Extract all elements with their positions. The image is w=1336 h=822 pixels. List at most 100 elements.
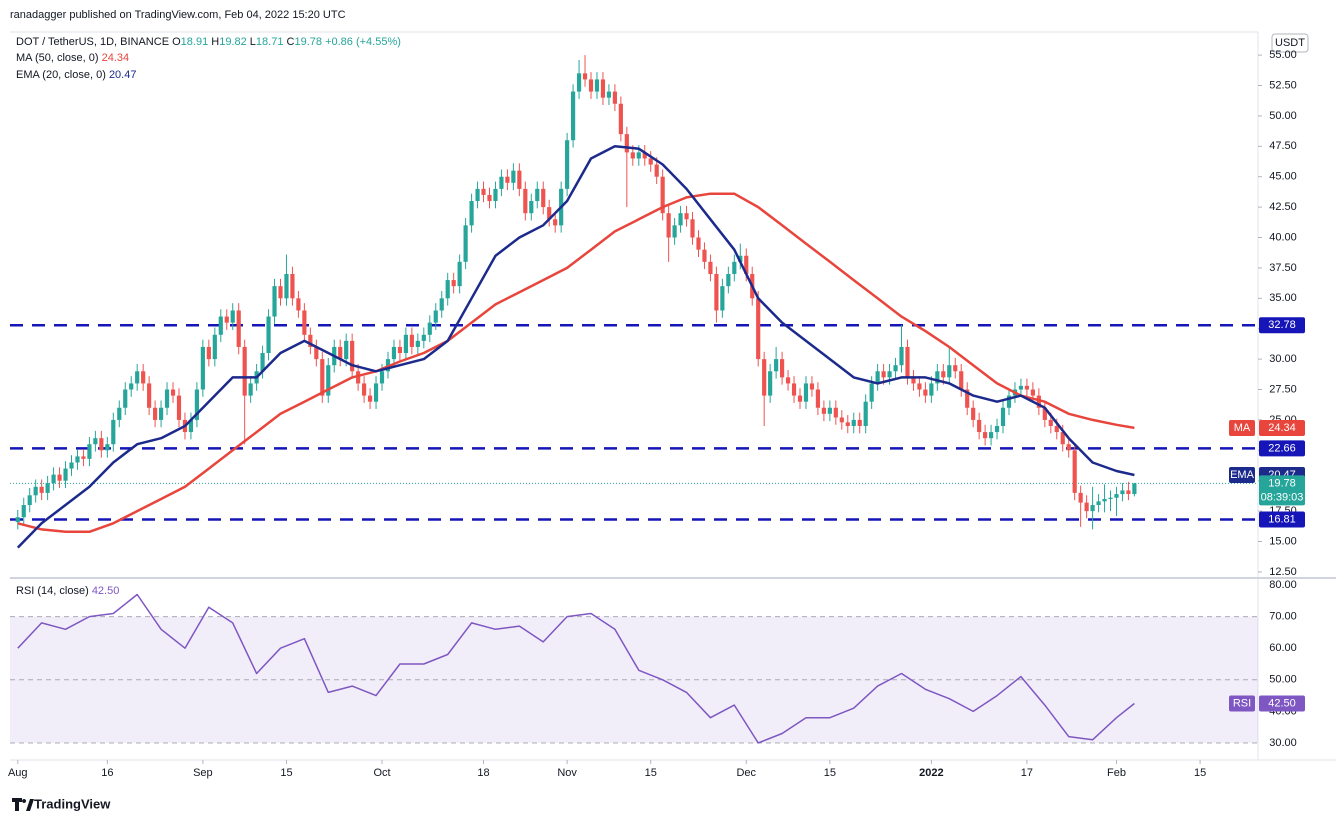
candle-body (469, 201, 474, 226)
x-tick-label: 18 (477, 767, 489, 779)
candle-body (547, 207, 552, 220)
candle-body (45, 483, 50, 493)
candle-body (636, 152, 641, 159)
candle-body (1024, 385, 1030, 390)
candle-body (1096, 501, 1101, 506)
y-tick-label: 27.50 (1269, 383, 1297, 395)
candle-body (123, 389, 128, 408)
candle-body (1090, 505, 1095, 512)
rsi-badge-tag: RSI (1233, 697, 1251, 709)
candle-body (188, 419, 194, 433)
candle-body (367, 395, 373, 402)
candle-body (439, 298, 444, 311)
candle-body (1120, 490, 1125, 495)
candle-body (326, 365, 331, 396)
indicator-value: 24.34 (102, 52, 130, 64)
candle-body (827, 407, 832, 414)
candle-body (953, 365, 958, 372)
y-tick-label: 42.50 (1269, 201, 1297, 213)
candle-body (15, 517, 20, 523)
level-badge-box (1259, 511, 1305, 528)
candle-body (672, 225, 677, 238)
indicator-badge-box (1259, 419, 1305, 436)
candle-body (194, 389, 199, 420)
level-badge-box (1259, 440, 1305, 457)
candle-body (57, 474, 62, 481)
candle-body (493, 188, 498, 202)
candle-body (642, 152, 647, 159)
candle-body (409, 334, 414, 347)
candle-body (893, 365, 898, 372)
candle-body (69, 462, 74, 469)
candle-body (158, 407, 164, 420)
candle-body (654, 164, 659, 177)
candle-body (971, 407, 976, 420)
candle-body (929, 383, 934, 396)
candle-body (666, 213, 671, 238)
candle-body (774, 359, 779, 372)
y-tick-label: 50.00 (1269, 110, 1297, 122)
candle-body (1018, 385, 1024, 390)
candle-body (164, 389, 170, 408)
candle-body (941, 371, 946, 378)
candle-body (815, 389, 821, 408)
candle-body (660, 176, 665, 214)
rsi-badge-label: 42.50 (1268, 697, 1296, 709)
legend-indicator: MA (50, close, 0) 24.34 (16, 52, 129, 64)
candle-body (983, 432, 988, 439)
ohlc-value: 18.91 (181, 36, 209, 48)
candle-body (338, 346, 343, 360)
candle-body (272, 286, 277, 317)
candle-body (344, 340, 349, 360)
symbol: DOT / TetherUS, 1D, BINANCE (16, 36, 169, 48)
logo: TradingView (12, 796, 111, 811)
candle-body (451, 280, 456, 287)
candle-body (350, 340, 355, 372)
y-tick-label: 30.00 (1269, 353, 1297, 365)
currency-box (1271, 33, 1309, 53)
level-badge-label: 32.78 (1268, 319, 1296, 331)
candle-body (648, 158, 653, 165)
candle-body (541, 188, 546, 208)
candle-body (553, 219, 558, 226)
x-tick-label: Dec (736, 767, 756, 779)
candle-body (230, 310, 235, 323)
candle-body (129, 383, 134, 390)
candle-body (797, 395, 803, 402)
candle-body (576, 73, 582, 92)
candle-body (475, 188, 480, 202)
candle-body (200, 346, 205, 390)
candle-body (224, 316, 229, 323)
candle-body (535, 188, 540, 202)
rsi-tick-label: 30.00 (1269, 737, 1297, 749)
candle-body (791, 383, 797, 396)
ohlc-value: 19.82 (219, 36, 247, 48)
candle-body (81, 456, 86, 459)
candle-body (296, 298, 301, 311)
y-tick-label: 35.00 (1269, 292, 1297, 304)
indicator-badge-tag-box (1229, 419, 1255, 436)
candle-body (863, 401, 868, 426)
candle-body (218, 316, 223, 335)
indicator-badge-tag: MA (1234, 422, 1251, 434)
candle-body (965, 389, 970, 408)
candle-body (39, 486, 44, 493)
x-tick-label: Feb (1107, 767, 1126, 779)
level-badge-box (1259, 317, 1305, 334)
candle-body (141, 371, 146, 384)
ohlc-label: H (211, 36, 219, 48)
candle-body (1006, 395, 1012, 408)
candle-body (87, 444, 92, 459)
x-tick-label: 15 (824, 767, 836, 779)
candle-body (373, 383, 379, 402)
candle-body (1126, 490, 1131, 494)
candle-body (917, 383, 922, 390)
rsi-tick-label: 60.00 (1269, 642, 1297, 654)
candle-body (206, 346, 211, 360)
x-tick-label: 2022 (919, 767, 943, 779)
y-tick-label: 40.00 (1269, 231, 1297, 243)
candle-body (857, 419, 862, 426)
indicator-name: MA (50, close, 0) (16, 52, 99, 64)
candle-body (923, 389, 928, 396)
